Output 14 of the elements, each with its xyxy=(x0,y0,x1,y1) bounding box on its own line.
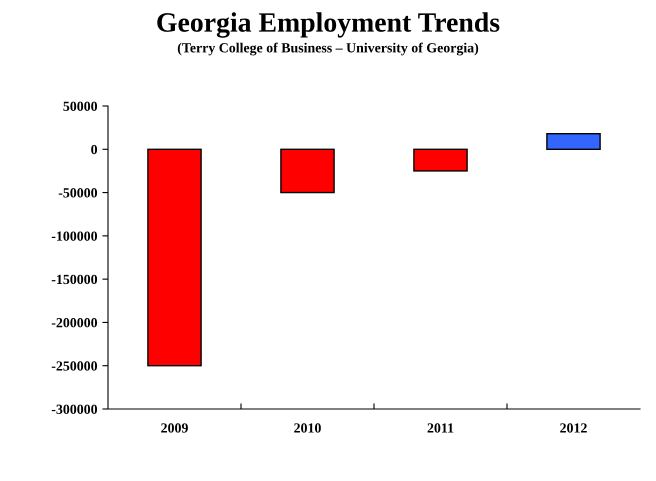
y-tick-label: -50000 xyxy=(58,188,98,198)
x-tick-label: 2011 xyxy=(428,423,454,433)
y-tick-label: 50000 xyxy=(63,102,98,111)
x-tick-label: 2010 xyxy=(294,423,321,433)
chart-title: Georgia Employment Trends xyxy=(157,12,500,38)
y-tick-label: -200000 xyxy=(52,318,98,328)
y-tick-label: -100000 xyxy=(52,231,98,241)
y-tick-label: -150000 xyxy=(52,274,98,284)
y-tick-label: -250000 xyxy=(52,361,98,371)
x-tick-label: 2012 xyxy=(560,423,587,433)
x-tick-label: 2009 xyxy=(161,423,188,433)
y-tick-label: 0 xyxy=(91,144,98,154)
chart-subtitle: (Terry College of Business – University of Georgia) xyxy=(178,42,478,56)
y-tick-label: -300000 xyxy=(52,404,98,414)
